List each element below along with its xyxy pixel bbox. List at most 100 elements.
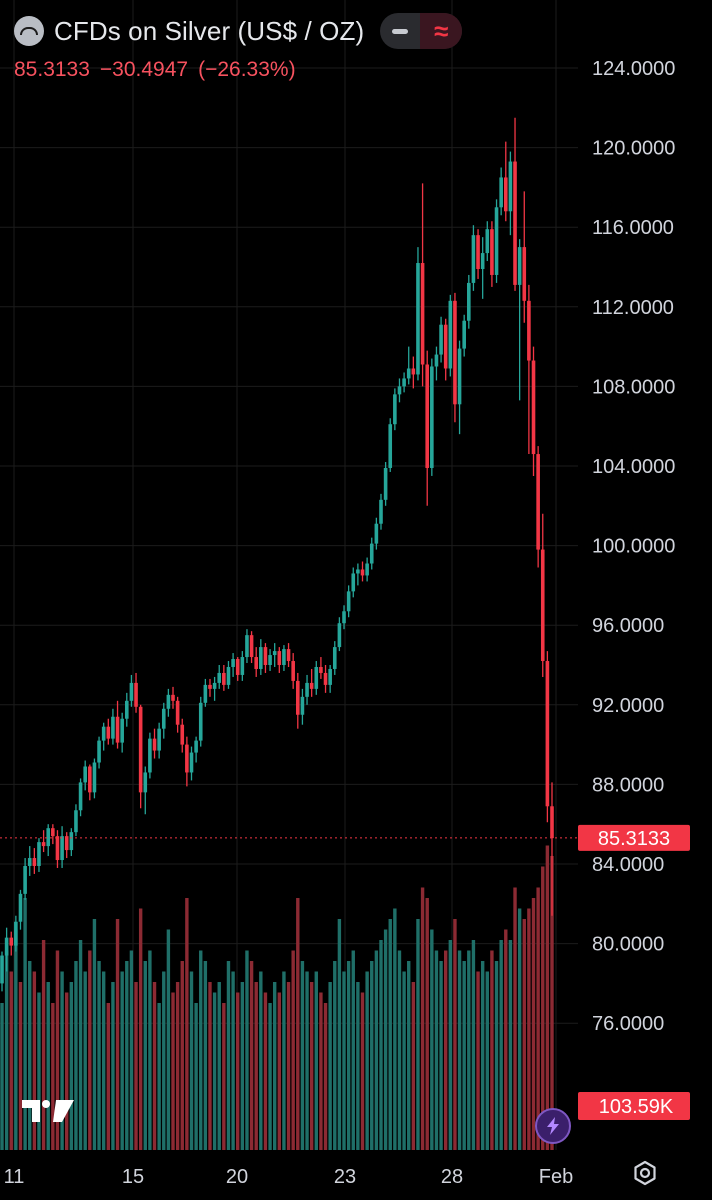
- volume-bar: [28, 961, 32, 1150]
- candle-body: [18, 893, 23, 922]
- candle-body: [134, 682, 138, 707]
- candle-body: [439, 324, 443, 355]
- candle-body: [198, 702, 203, 741]
- candle-body: [157, 728, 161, 751]
- candle-body: [522, 247, 527, 301]
- candle-body: [101, 726, 106, 741]
- volume-label: 103.59K: [599, 1096, 674, 1118]
- candle-body: [64, 836, 69, 851]
- minus-icon: [392, 28, 409, 34]
- volume-bar: [277, 992, 282, 1150]
- volume-bar: [245, 950, 249, 1150]
- volume-bar: [328, 982, 332, 1150]
- volume-bar: [115, 919, 120, 1150]
- candle-body: [513, 161, 517, 285]
- candle-body: [268, 655, 272, 665]
- candle-body: [337, 623, 342, 648]
- volume-bar: [14, 929, 18, 1150]
- candle-body: [74, 810, 78, 833]
- symbol-title[interactable]: CFDs on Silver (US$ / OZ): [54, 15, 365, 46]
- volume-bar: [236, 992, 240, 1150]
- candle-body: [397, 386, 402, 395]
- candle-body: [60, 836, 64, 861]
- volume-bar: [420, 887, 425, 1150]
- volume-bar: [263, 992, 268, 1150]
- wave-indicator-button[interactable]: ≈: [420, 13, 463, 49]
- volume-bar: [476, 971, 480, 1150]
- candle-body: [545, 661, 550, 807]
- last-price: 85.3133: [14, 58, 90, 81]
- candle-body: [235, 659, 240, 675]
- candle-body: [92, 762, 97, 793]
- candle-body: [32, 858, 37, 866]
- candle-body: [124, 700, 129, 719]
- candle-body: [393, 394, 397, 425]
- volume-bar: [166, 929, 171, 1150]
- volume-bar: [527, 908, 531, 1150]
- volume-bar: [111, 982, 115, 1150]
- candle-body: [356, 569, 360, 574]
- wave-icon: ≈: [434, 15, 449, 46]
- volume-bar: [222, 1003, 226, 1150]
- candle-body: [78, 782, 83, 811]
- settings-gear-icon[interactable]: [632, 1160, 658, 1186]
- volume-bar: [18, 982, 23, 1150]
- y-tick-label: 84.0000: [592, 854, 664, 876]
- candle-body: [180, 724, 185, 745]
- volume-bar: [41, 940, 46, 1150]
- volume-bar: [194, 1003, 198, 1150]
- candle-body: [212, 682, 217, 689]
- collapse-button[interactable]: [380, 13, 420, 49]
- candle-body: [23, 865, 27, 894]
- price-quote: 85.3133 −30.4947 (−26.33%): [14, 58, 306, 82]
- candle-body: [406, 368, 411, 379]
- candle-body: [51, 828, 55, 837]
- candle-body: [88, 766, 92, 793]
- candle-body: [277, 651, 282, 665]
- candle-body: [494, 207, 499, 275]
- volume-bar: [393, 908, 397, 1150]
- candle-body: [189, 752, 194, 773]
- volume-bar: [402, 971, 406, 1150]
- y-tick-label: 80.0000: [592, 934, 664, 956]
- volume-bar: [323, 1003, 328, 1150]
- candle-body: [208, 684, 212, 689]
- candle-body: [420, 263, 425, 365]
- candle-body: [217, 672, 222, 683]
- lightning-button[interactable]: [535, 1108, 571, 1144]
- volume-bar: [9, 971, 13, 1150]
- volume-bar: [407, 961, 411, 1150]
- volume-bar: [152, 982, 157, 1150]
- candle-body: [342, 611, 346, 624]
- candle-body: [360, 569, 365, 576]
- candle-body: [319, 666, 323, 673]
- volume-bar: [351, 950, 355, 1150]
- candle-body: [143, 772, 148, 793]
- volume-bar: [143, 961, 147, 1150]
- candle-body: [503, 177, 508, 212]
- y-tick-label: 88.0000: [592, 774, 664, 796]
- candle-body: [37, 842, 41, 866]
- candle-body: [272, 651, 277, 656]
- volume-bar: [425, 898, 429, 1150]
- volume-bar: [286, 982, 291, 1150]
- volume-bar: [462, 961, 466, 1150]
- candle-body: [346, 591, 351, 612]
- candle-body: [328, 668, 332, 685]
- y-tick-label: 96.0000: [592, 615, 664, 637]
- candle-body: [332, 647, 337, 669]
- volume-bar: [217, 982, 221, 1150]
- volume-bar: [268, 1003, 272, 1150]
- candle-body: [14, 921, 18, 946]
- volume-bar: [97, 961, 101, 1150]
- volume-bar: [522, 919, 526, 1150]
- candle-body: [69, 832, 74, 851]
- candle-body: [46, 828, 51, 847]
- volume-bar: [471, 940, 476, 1150]
- volume-bar: [254, 982, 258, 1150]
- volume-bar: [508, 940, 513, 1150]
- candle-body: [97, 740, 101, 763]
- x-tick-label: 15: [122, 1166, 144, 1188]
- volume-bar: [199, 950, 203, 1150]
